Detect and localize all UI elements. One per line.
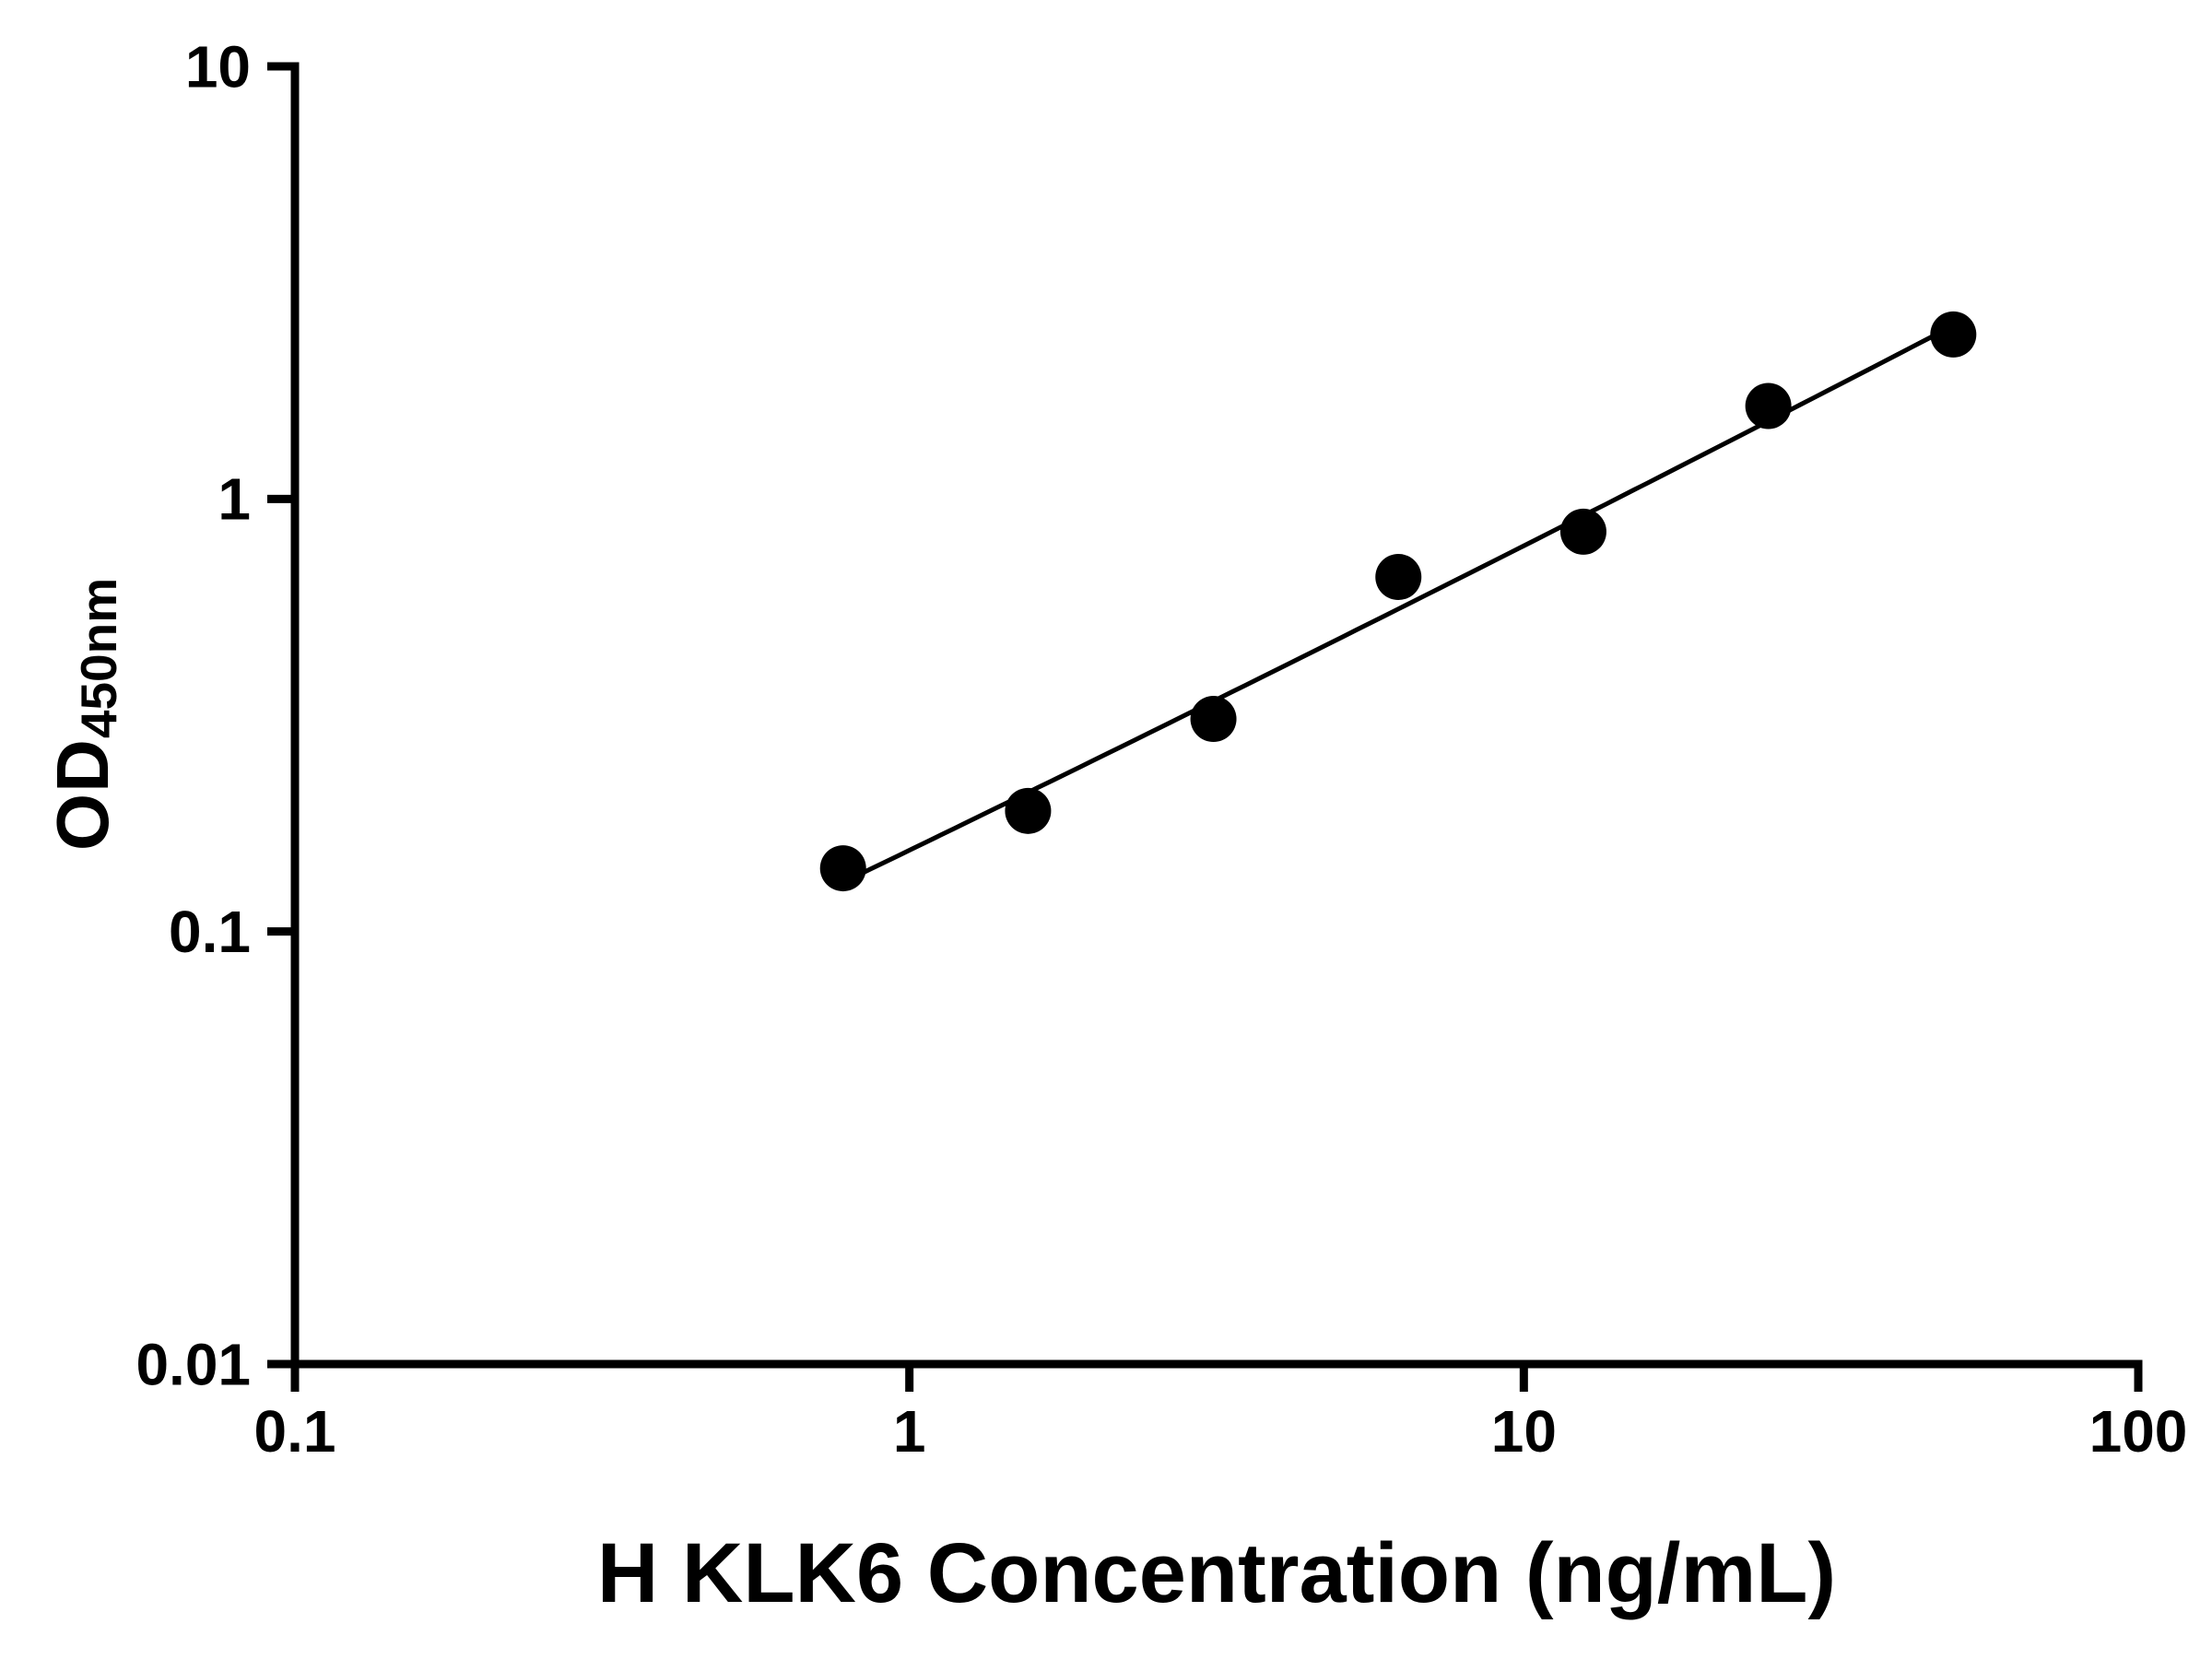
y-tick-label: 10 — [185, 33, 251, 100]
x-tick-label: 0.1 — [254, 1398, 336, 1465]
data-point — [1375, 554, 1422, 601]
y-tick-label: 0.01 — [135, 1331, 251, 1397]
x-tick-label: 10 — [1491, 1398, 1557, 1465]
data-point — [1745, 382, 1792, 429]
data-point — [1930, 311, 1977, 358]
x-tick-label: 100 — [2089, 1398, 2188, 1465]
x-axis-title: H KLK6 Concentration (ng/mL) — [596, 1526, 1837, 1620]
y-axis-title-main: OD — [41, 738, 124, 852]
x-tick-label: 1 — [893, 1398, 926, 1465]
y-axis-title-subscript: 450nm — [70, 577, 127, 739]
data-point — [1559, 508, 1606, 555]
y-axis-title: OD450nm — [41, 577, 127, 852]
data-point — [819, 845, 866, 892]
data-point — [1190, 696, 1237, 743]
y-tick-label: 1 — [218, 466, 251, 533]
y-tick-label: 0.1 — [169, 899, 251, 965]
data-point — [1005, 787, 1052, 834]
